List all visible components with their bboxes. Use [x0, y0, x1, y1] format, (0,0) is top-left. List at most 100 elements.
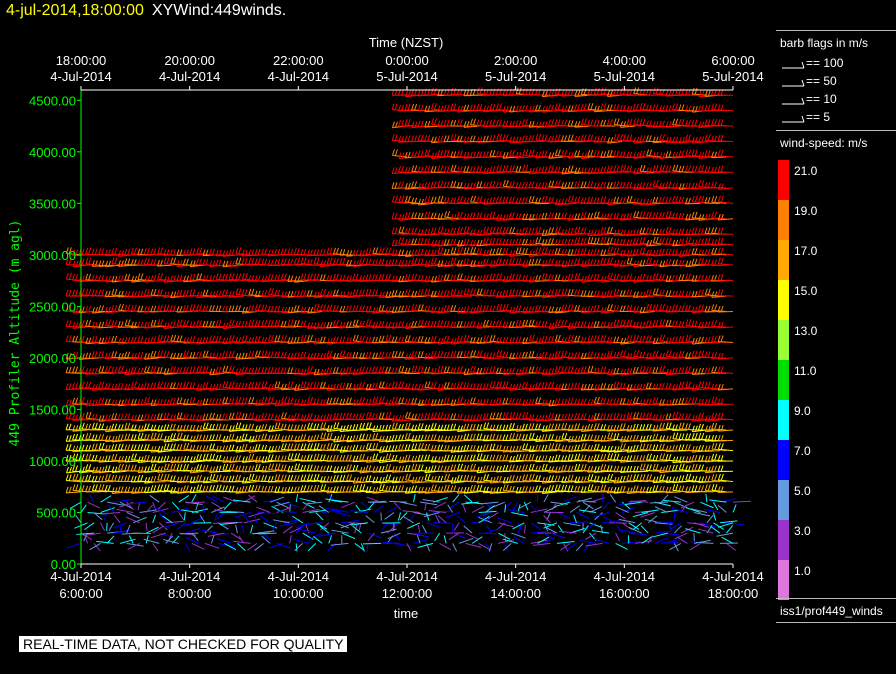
barb-flag [120, 260, 124, 267]
barb-flag [652, 259, 656, 267]
barb-flag [94, 248, 98, 255]
wind-barb [685, 357, 701, 360]
barb-flag [420, 304, 424, 311]
barb-flag [75, 433, 79, 441]
barb-flag [222, 250, 226, 257]
barb-flag [127, 337, 131, 344]
barb-flag [411, 273, 415, 281]
barb-flag [472, 275, 476, 282]
barb-flag [271, 334, 274, 342]
barb-flag [163, 291, 167, 298]
barb-flag [711, 291, 715, 298]
barb-flag [349, 259, 352, 267]
barb-flag [629, 274, 633, 281]
barb-flag [567, 304, 571, 311]
barb-flag [398, 305, 401, 312]
barb-flag [433, 257, 437, 264]
barb-flag [515, 319, 519, 327]
barb-flag [694, 306, 698, 313]
wind-barb [92, 264, 108, 267]
barb-flag [205, 275, 209, 282]
barb-flag [98, 305, 102, 312]
barb-flag [296, 336, 300, 344]
barb-flag [717, 321, 721, 329]
barb-flag [316, 249, 320, 256]
wind-barb [183, 280, 199, 283]
barb-flag [701, 257, 705, 265]
barb-flag [248, 305, 252, 312]
barb-flag [290, 275, 294, 282]
barb-flag [437, 320, 441, 327]
barb-flag [65, 258, 69, 265]
barb-flag [199, 304, 203, 311]
barb-flag [476, 275, 480, 282]
wind-barb [144, 294, 160, 297]
barb-flag [218, 290, 222, 297]
barb-flag [707, 258, 711, 266]
barb-flag [196, 337, 200, 344]
barb-flag [124, 337, 128, 344]
barb-flag [417, 258, 421, 265]
barb-flag [698, 304, 702, 311]
barb-flag [607, 247, 611, 254]
barb-flag [401, 336, 405, 343]
barb-flag [342, 258, 346, 265]
barb-flag [570, 304, 574, 311]
barb-flag [564, 275, 568, 282]
barb-flag [235, 288, 239, 295]
barb-flag [600, 249, 604, 256]
barb-flag [385, 291, 389, 298]
barb-flag [170, 291, 174, 298]
barb-flag [587, 290, 591, 297]
barb-flag [688, 273, 692, 280]
barb-flag [544, 273, 548, 280]
wind-barb [652, 325, 668, 328]
wind-barb [470, 294, 486, 297]
barb-flag [185, 249, 189, 256]
barb-flag [182, 320, 186, 327]
wind-barb [548, 295, 564, 297]
barb-flag [381, 320, 385, 328]
barb-flag [238, 288, 242, 295]
wind-barb [535, 253, 551, 256]
barb-flag [564, 288, 568, 295]
barb-flag [388, 321, 392, 328]
barb-flag [567, 322, 571, 329]
barb-flag [293, 305, 297, 312]
barb-flag [85, 305, 89, 313]
barb-flag [511, 273, 515, 280]
wind-barb [190, 264, 205, 268]
barb-flag [463, 247, 467, 254]
wind-barb [268, 325, 284, 328]
barb-flag [209, 275, 212, 282]
barb-flag [639, 321, 643, 329]
barb-flag [443, 320, 447, 328]
barb-flag [590, 249, 594, 256]
barb-flag [173, 334, 177, 342]
barb-flag [668, 248, 672, 256]
barb-flag [209, 291, 213, 298]
barb-flag [346, 275, 349, 282]
barb-flag [211, 248, 215, 255]
barb-flag [359, 249, 363, 257]
barb-flag [636, 260, 640, 267]
barb-flag [557, 247, 561, 255]
barb-flag [457, 247, 461, 254]
barb-flag [394, 275, 398, 282]
barb-flag [459, 290, 463, 297]
barb-flag [199, 247, 203, 254]
barb-flag [574, 258, 578, 265]
barb-flag [98, 274, 102, 282]
barb-flag [251, 257, 255, 265]
barb-flag [525, 260, 529, 267]
barb-flag [521, 248, 525, 255]
barb-flag [711, 247, 715, 255]
barb-flag [388, 259, 392, 267]
barb-flag [101, 260, 105, 267]
barb-flag [146, 306, 150, 313]
barb-flag [437, 274, 441, 282]
barb-flag [124, 290, 128, 298]
barb-flag [440, 290, 444, 297]
barb-flag [85, 257, 89, 264]
barb-flag [143, 248, 147, 255]
